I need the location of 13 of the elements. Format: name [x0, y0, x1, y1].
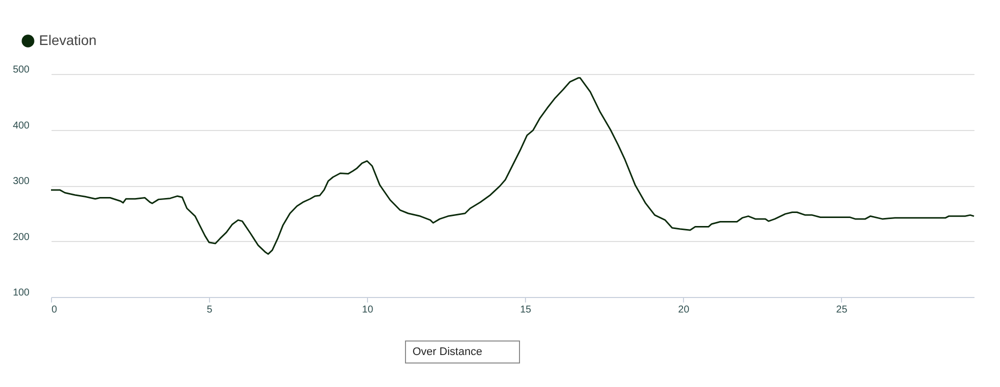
x-tick-label: 20: [678, 304, 690, 316]
text: Over Distance: [412, 346, 482, 358]
y-tick-label: 400: [12, 120, 30, 132]
x-tick-label: 25: [836, 304, 848, 316]
x-tick-label: 0: [52, 304, 58, 316]
x-tick-label: 5: [206, 304, 213, 316]
legend-label: Elevation: [39, 32, 97, 48]
y-tick-label: 200: [12, 232, 30, 243]
y-tick-label: 100: [12, 288, 30, 298]
x-tick-label: 10: [362, 304, 374, 316]
y-tick-label: 500: [12, 64, 30, 76]
y-tick-label: 300: [12, 176, 30, 187]
x-tick-label: 15: [520, 304, 532, 316]
